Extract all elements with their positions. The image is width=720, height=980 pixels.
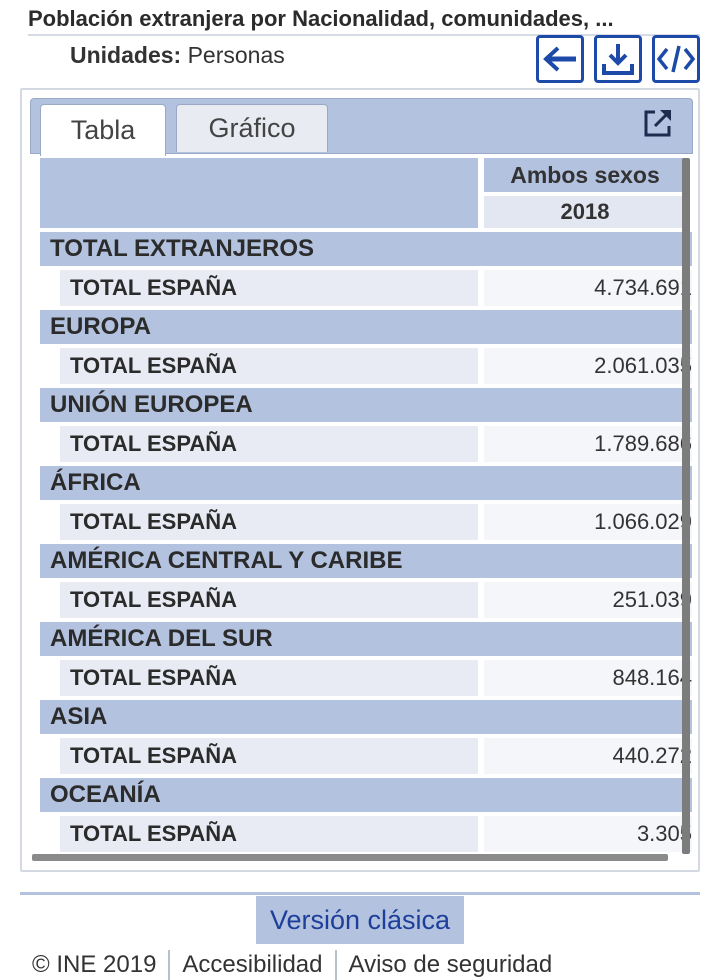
page-title: Población extranjera por Nacionalidad, c… — [28, 6, 614, 31]
row-value: 4.734.691 — [484, 270, 692, 306]
table-header-corner — [40, 158, 478, 228]
row-label: TOTAL ESPAÑA — [60, 348, 478, 384]
arrow-left-icon — [543, 46, 576, 72]
data-table: Ambos sexos 2018 TOTAL EXTRANJEROS TOTAL … — [40, 158, 692, 862]
data-panel: Tabla Gráfico Ambos sexos 2018 TOTAL EXT… — [20, 88, 700, 872]
table-row: TOTAL ESPAÑA 1.066.029 — [40, 504, 692, 540]
group-row: OCEANÍA — [40, 778, 692, 812]
group-row: AMÉRICA CENTRAL Y CARIBE — [40, 544, 692, 578]
row-value: 3.305 — [484, 816, 692, 852]
table-row: TOTAL ESPAÑA 1.789.686 — [40, 426, 692, 462]
column-header-year: 2018 — [484, 196, 686, 228]
row-value: 440.272 — [484, 738, 692, 774]
table-row: TOTAL ESPAÑA 848.164 — [40, 660, 692, 696]
footer-separator — [168, 950, 171, 980]
classic-version-link[interactable]: Versión clásica — [256, 896, 464, 944]
code-icon — [656, 45, 696, 73]
group-row: EUROPA — [40, 310, 692, 344]
group-row: ASIA — [40, 700, 692, 734]
horizontal-scrollbar[interactable] — [32, 854, 668, 861]
units-value: Personas — [187, 42, 285, 68]
column-header-sex: Ambos sexos — [484, 158, 686, 192]
popout-button[interactable] — [642, 107, 674, 139]
row-label: TOTAL ESPAÑA — [60, 504, 478, 540]
back-button[interactable] — [536, 35, 584, 83]
download-icon — [602, 44, 634, 75]
table-body: TOTAL EXTRANJEROS TOTAL ESPAÑA 4.734.691 EU… — [40, 232, 692, 856]
group-row: ÁFRICA — [40, 466, 692, 500]
row-label: TOTAL ESPAÑA — [60, 738, 478, 774]
table-row: TOTAL ESPAÑA 4.734.691 — [40, 270, 692, 306]
group-row: UNIÓN EUROPEA — [40, 388, 692, 422]
row-value: 1.066.029 — [484, 504, 692, 540]
table-row: TOTAL ESPAÑA 440.272 — [40, 738, 692, 774]
embed-button[interactable] — [652, 35, 700, 83]
tab-bar: Tabla Gráfico — [30, 98, 693, 156]
table-row: TOTAL ESPAÑA 251.039 — [40, 582, 692, 618]
vertical-scrollbar[interactable] — [682, 158, 690, 854]
footer-separator — [334, 950, 337, 980]
row-label: TOTAL ESPAÑA — [60, 660, 478, 696]
row-label: TOTAL ESPAÑA — [60, 426, 478, 462]
external-link-icon — [644, 109, 672, 137]
row-value: 848.164 — [484, 660, 692, 696]
row-label: TOTAL ESPAÑA — [60, 270, 478, 306]
footer: © INE 2019 Accesibilidad Aviso de seguri… — [32, 950, 564, 980]
security-notice-link[interactable]: Aviso de seguridad — [348, 951, 553, 978]
group-row: TOTAL EXTRANJEROS — [40, 232, 692, 266]
units-label: Unidades: — [70, 42, 182, 68]
row-label: TOTAL ESPAÑA — [60, 582, 478, 618]
footer-divider — [20, 892, 700, 895]
table-row: TOTAL ESPAÑA 3.305 — [40, 816, 692, 852]
download-button[interactable] — [594, 35, 642, 83]
title-divider — [28, 34, 700, 36]
row-value: 251.039 — [484, 582, 692, 618]
tab-tabla[interactable]: Tabla — [40, 104, 166, 156]
table-row: TOTAL ESPAÑA 2.061.035 — [40, 348, 692, 384]
copyright-text: © INE 2019 — [32, 951, 157, 978]
row-value: 1.789.686 — [484, 426, 692, 462]
row-label: TOTAL ESPAÑA — [60, 816, 478, 852]
tab-grafico[interactable]: Gráfico — [176, 104, 328, 152]
accessibility-link[interactable]: Accesibilidad — [182, 951, 323, 978]
units-line: Unidades: Personas — [70, 42, 285, 69]
row-value: 2.061.035 — [484, 348, 692, 384]
group-row: AMÉRICA DEL SUR — [40, 622, 692, 656]
